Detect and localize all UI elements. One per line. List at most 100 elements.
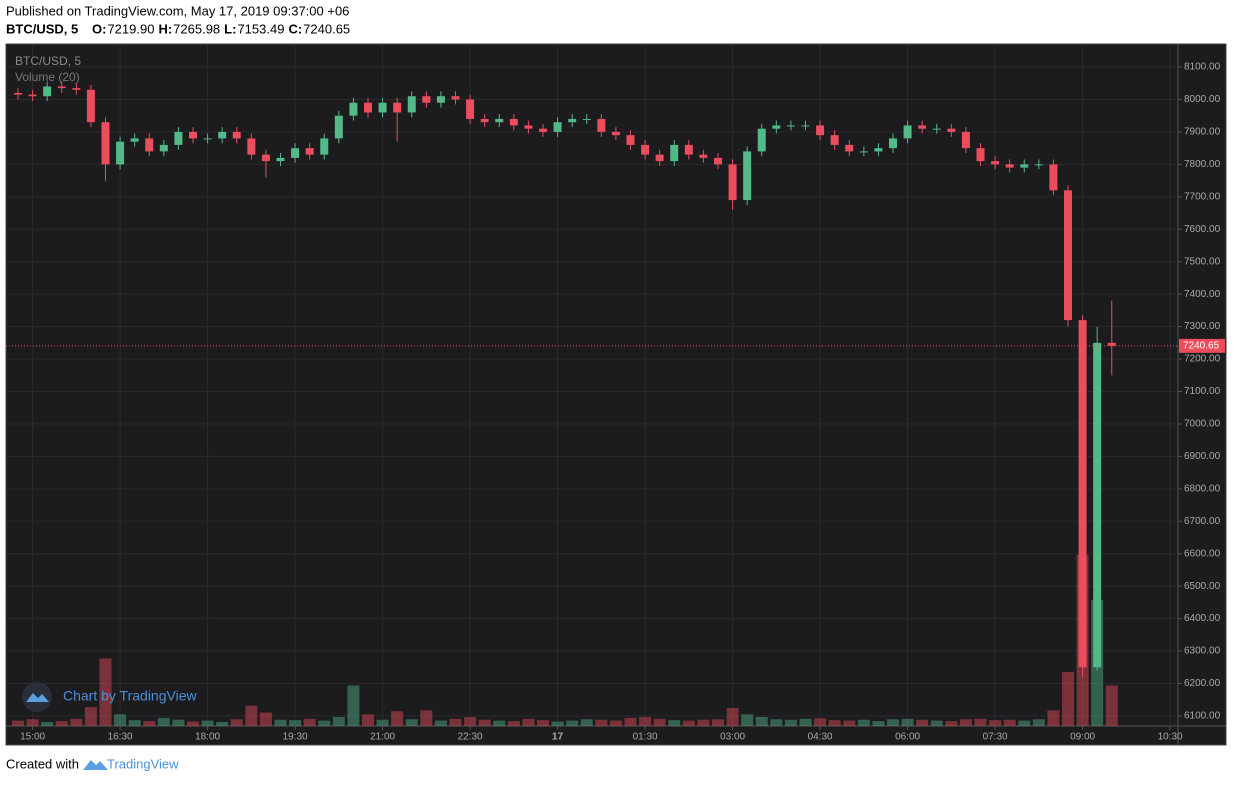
volume-bar — [201, 720, 214, 726]
candle-body — [495, 118, 504, 123]
candle-body — [334, 115, 343, 139]
candle-body — [130, 138, 139, 142]
candle-body — [684, 144, 693, 155]
x-tick-label: 06:00 — [895, 732, 920, 743]
volume-bar — [99, 658, 112, 726]
volume-bar — [726, 708, 739, 726]
candle-body — [889, 138, 897, 149]
candle-body — [159, 144, 168, 152]
volume-bar — [639, 717, 652, 726]
y-tick-label: 7200.00 — [1184, 354, 1221, 365]
candle-body — [859, 151, 868, 153]
ohlc-value: 7153.49 — [237, 21, 284, 36]
candle-body — [247, 138, 256, 155]
candle-body — [320, 138, 329, 155]
candle-body — [568, 118, 577, 123]
candle-body — [43, 86, 52, 97]
candle-body — [436, 96, 445, 103]
volume-bar — [216, 721, 229, 726]
y-tick-label: 8100.00 — [1184, 62, 1221, 73]
volume-bar — [959, 719, 972, 726]
volume-bar — [449, 718, 462, 726]
y-tick-label: 7700.00 — [1184, 191, 1221, 202]
candle-body — [261, 154, 270, 162]
candle-body — [714, 157, 722, 165]
y-tick-label: 7400.00 — [1184, 289, 1221, 300]
ohlc-key: H: — [158, 21, 172, 36]
ohlc-line: O: 7219.90 H: 7265.98 L: 7153.49 C: 7240.65 — [92, 21, 350, 36]
ohlc-key: L: — [224, 21, 236, 36]
volume-bar — [522, 718, 535, 726]
watermark[interactable]: Chart by TradingView — [63, 688, 197, 704]
volume-bar — [872, 721, 885, 726]
ohlc-key: O: — [92, 21, 106, 36]
y-tick-label: 6600.00 — [1184, 548, 1221, 559]
volume-bar — [391, 711, 404, 726]
candle-body — [626, 135, 635, 145]
volume-bar — [84, 707, 97, 726]
candle-body — [422, 96, 431, 103]
footer-brand[interactable]: TradingView — [107, 756, 179, 771]
volume-bar — [755, 717, 768, 726]
candle-body — [582, 118, 591, 120]
volume-bar — [887, 719, 899, 726]
x-tick-label: 16:30 — [108, 732, 133, 743]
volume-bar — [187, 721, 199, 726]
axes: 6100.00 6200.00 6300.00 6400.00 6500.00 6600.… — [6, 62, 1225, 743]
y-tick-label: 7900.00 — [1184, 127, 1221, 138]
volume-bar — [551, 721, 564, 726]
volume-bar — [580, 719, 593, 726]
volume-bar — [901, 718, 914, 726]
candle-body — [276, 157, 285, 162]
y-tick-label: 6900.00 — [1184, 451, 1221, 462]
candle-body — [845, 144, 854, 152]
last-price-label: 7240.65 — [1183, 340, 1220, 351]
candle-body — [466, 99, 475, 119]
y-tick-label: 6800.00 — [1184, 483, 1221, 494]
volume-bar — [230, 719, 243, 726]
candle-body — [407, 96, 416, 113]
volume-bar — [566, 720, 579, 726]
candle-body — [480, 118, 489, 123]
y-tick-label: 7500.00 — [1184, 256, 1221, 267]
candle-body — [801, 125, 810, 127]
candle-body — [611, 131, 620, 136]
candle-body — [28, 94, 37, 97]
volume-bar — [814, 718, 827, 726]
volume-bar — [595, 719, 608, 726]
candle-body — [699, 154, 708, 158]
volume-bar — [668, 720, 681, 726]
candle-body — [364, 102, 372, 113]
volume-bar — [434, 720, 447, 726]
watermark-logo — [26, 693, 49, 702]
candle-body — [57, 86, 66, 89]
candle-body — [918, 125, 927, 129]
volume-bar — [114, 714, 127, 726]
volume-bar — [172, 719, 185, 726]
ohlc-value: 7219.90 — [107, 21, 154, 36]
volume-bar — [507, 721, 520, 726]
volume-bar — [55, 721, 68, 726]
ohlc-key: C: — [288, 21, 302, 36]
volume-bar — [1018, 720, 1031, 726]
volume-bar — [420, 710, 433, 726]
y-tick-label: 6500.00 — [1184, 581, 1221, 592]
y-tick-label: 7800.00 — [1184, 159, 1221, 170]
published: Published on TradingView.com, May 17, 20… — [6, 3, 349, 18]
candle-body — [451, 96, 460, 100]
candle-body — [116, 141, 125, 165]
volume-bar — [537, 720, 549, 726]
footer-prefix: Created with — [6, 756, 79, 771]
volume-bar — [945, 721, 958, 726]
candle-body — [976, 148, 985, 162]
x-tick-label: 22:30 — [458, 732, 483, 743]
candle-body — [86, 89, 95, 123]
x-tick-label: 04:30 — [808, 732, 833, 743]
x-tick-label: 10:30 — [1158, 732, 1183, 743]
volume-bar — [245, 705, 258, 726]
candle-body — [1020, 164, 1029, 168]
volume-bar — [624, 717, 637, 726]
volume-bar — [828, 720, 841, 726]
volume-bar — [26, 719, 39, 726]
